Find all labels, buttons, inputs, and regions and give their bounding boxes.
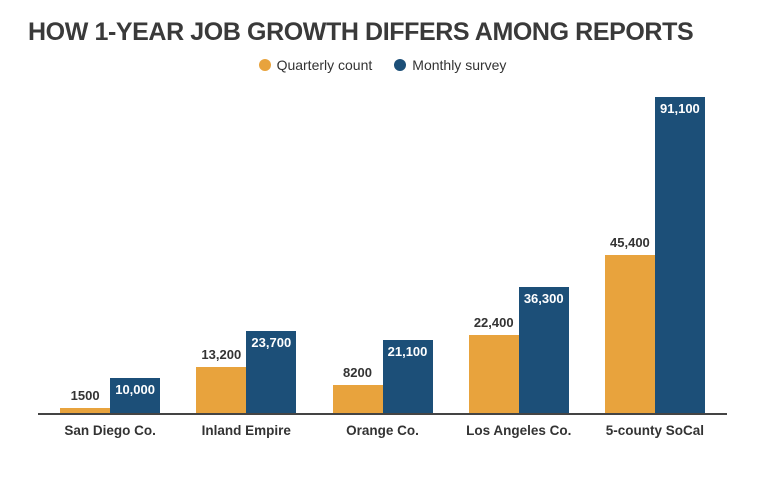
legend: Quarterly count Monthly survey	[28, 57, 737, 73]
bar-value-label: 36,300	[524, 291, 564, 306]
x-axis-label: San Diego Co.	[42, 423, 178, 438]
x-axis-label: Orange Co.	[314, 423, 450, 438]
bar-group: 8200 21,100	[314, 340, 450, 413]
bar-value-label: 10,000	[115, 382, 155, 397]
bar-value-label: 45,400	[610, 235, 650, 250]
legend-dot-quarterly	[259, 59, 271, 71]
legend-item-quarterly: Quarterly count	[259, 57, 373, 73]
bar-quarterly: 1500	[60, 408, 110, 413]
bar-quarterly: 13,200	[196, 367, 246, 413]
chart-wrap: 1500 10,000 13,200 23,700 8200 21,100 22,400 36…	[28, 85, 737, 455]
bar-group: 45,400 91,100	[587, 97, 723, 413]
bar-monthly: 21,100	[383, 340, 433, 413]
legend-item-monthly: Monthly survey	[394, 57, 506, 73]
bar-quarterly: 45,400	[605, 255, 655, 413]
bar-quarterly: 8200	[333, 385, 383, 413]
plot-area: 1500 10,000 13,200 23,700 8200 21,100 22,400 36…	[38, 85, 727, 415]
bar-value-label: 23,700	[251, 335, 291, 350]
legend-label-monthly: Monthly survey	[412, 57, 506, 73]
legend-dot-monthly	[394, 59, 406, 71]
bar-group: 13,200 23,700	[178, 331, 314, 413]
chart-title: HOW 1-YEAR JOB GROWTH DIFFERS AMONG REPO…	[28, 18, 737, 47]
bar-value-label: 8200	[343, 365, 372, 380]
bar-monthly: 36,300	[519, 287, 569, 413]
chart-container: HOW 1-YEAR JOB GROWTH DIFFERS AMONG REPO…	[0, 0, 765, 465]
bar-value-label: 91,100	[660, 101, 700, 116]
x-axis-label: Los Angeles Co.	[451, 423, 587, 438]
bar-monthly: 23,700	[246, 331, 296, 413]
bar-value-label: 22,400	[474, 315, 514, 330]
bar-value-label: 21,100	[388, 344, 428, 359]
legend-label-quarterly: Quarterly count	[277, 57, 373, 73]
bar-group: 22,400 36,300	[451, 287, 587, 413]
bar-monthly: 10,000	[110, 378, 160, 413]
x-axis: San Diego Co.Inland EmpireOrange Co.Los …	[38, 415, 727, 438]
bar-group: 1500 10,000	[42, 378, 178, 413]
bar-value-label: 13,200	[201, 347, 241, 362]
x-axis-label: Inland Empire	[178, 423, 314, 438]
bar-monthly: 91,100	[655, 97, 705, 413]
x-axis-label: 5-county SoCal	[587, 423, 723, 438]
bar-quarterly: 22,400	[469, 335, 519, 413]
bar-value-label: 1500	[71, 388, 100, 403]
